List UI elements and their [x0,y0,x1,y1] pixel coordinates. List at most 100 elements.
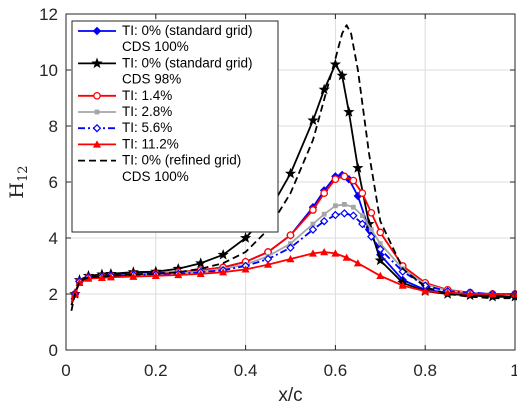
legend-label: TI: 1.4% [122,88,172,103]
data-point [196,269,205,278]
data-point [75,278,84,286]
data-point [151,271,160,279]
data-point [286,255,295,263]
x-tick-label: 0.4 [234,361,258,380]
x-tick-label: 0.2 [144,361,168,380]
data-point [367,232,376,241]
data-point [219,268,228,276]
data-point [106,273,115,281]
legend-entry: TI: 0% (refined grid)CDS 100% [78,153,241,184]
data-point [352,162,364,173]
data-point [331,175,340,184]
data-point [284,167,297,179]
data-point [367,208,376,217]
legend-entry: TI: 1.4% [78,88,172,103]
data-point [129,272,138,280]
legend-label: TI: 5.6% [122,120,172,135]
data-point [217,248,229,260]
legend-box [71,20,279,233]
data-point [340,209,349,218]
data-point [320,189,329,198]
data-point [321,211,327,217]
data-point [377,241,383,246]
legend-entry: TI: 5.6% [78,120,172,135]
data-point [342,253,351,261]
data-point [349,211,358,220]
legend-label: CDS 98% [122,72,181,87]
x-tick-label: 0 [61,361,70,380]
legend: TI: 0% (standard grid)CDS 100%TI: 0% (st… [71,20,279,233]
data-point [488,290,497,298]
series-6 [70,248,517,303]
data-point [358,219,367,229]
data-point [336,69,348,81]
data-point [376,228,385,237]
x-tick-label: 0.6 [324,361,348,380]
series-line [70,24,515,311]
data-point [91,57,103,69]
y-axis-label-sub: 12 [16,165,31,182]
legend-label: TI: 0% (standard grid) [122,23,253,38]
y-tick-label: 6 [49,173,58,192]
legend-label: CDS 100% [122,169,189,184]
legend-label: CDS 100% [122,39,189,54]
legend-label: TI: 0% (standard grid) [122,55,253,70]
data-point [374,254,386,266]
data-point [333,203,338,209]
data-point [466,290,475,298]
data-point [350,204,356,210]
legend-entry: TI: 0% (standard grid) CDS 98% [78,55,253,87]
data-point [309,206,317,214]
data-point [93,140,101,148]
data-point [331,249,340,257]
legend-entry: TI: 2.8% [78,104,172,119]
data-point [286,243,295,253]
data-point [92,26,102,36]
x-axis-label: x/c [278,385,302,406]
data-point [343,106,355,117]
legend-label: TI: 0% (refined grid) [122,153,241,168]
data-point [286,231,295,240]
legend-label: TI: 2.8% [122,104,172,119]
data-point [308,225,318,234]
data-point [84,274,93,282]
data-point [92,123,102,133]
y-tick-label: 10 [39,61,58,80]
data-point [340,172,349,181]
data-point [264,260,273,268]
legend-entry: TI: 11.2% [78,136,179,151]
data-point [353,259,362,267]
data-point [349,176,358,185]
data-point [174,270,183,279]
y-tick-label: 4 [49,229,58,248]
y-tick-label: 2 [49,285,58,304]
series-7 [70,24,515,311]
y-tick-label: 8 [49,117,58,136]
series-line [70,63,515,306]
data-point [421,287,430,295]
data-point [359,213,365,218]
data-point [310,221,316,227]
y-axis-label-main: H [6,182,28,199]
data-point [319,216,329,226]
data-point [195,257,207,268]
data-point [376,244,385,254]
data-point [93,91,101,100]
x-tick-label: 1 [510,361,517,380]
data-point [240,232,252,243]
data-point [307,114,319,126]
y-tick-label: 0 [49,341,58,360]
data-point [329,58,341,70]
data-point [368,227,374,232]
data-point [331,210,340,220]
series-line [70,174,516,301]
x-tick-label: 0.8 [413,361,437,380]
data-point [97,273,106,281]
data-point [376,271,385,279]
y-tick-label: 12 [39,5,58,24]
axis-ticks [65,13,516,351]
data-point [358,189,367,198]
data-point [341,202,347,207]
